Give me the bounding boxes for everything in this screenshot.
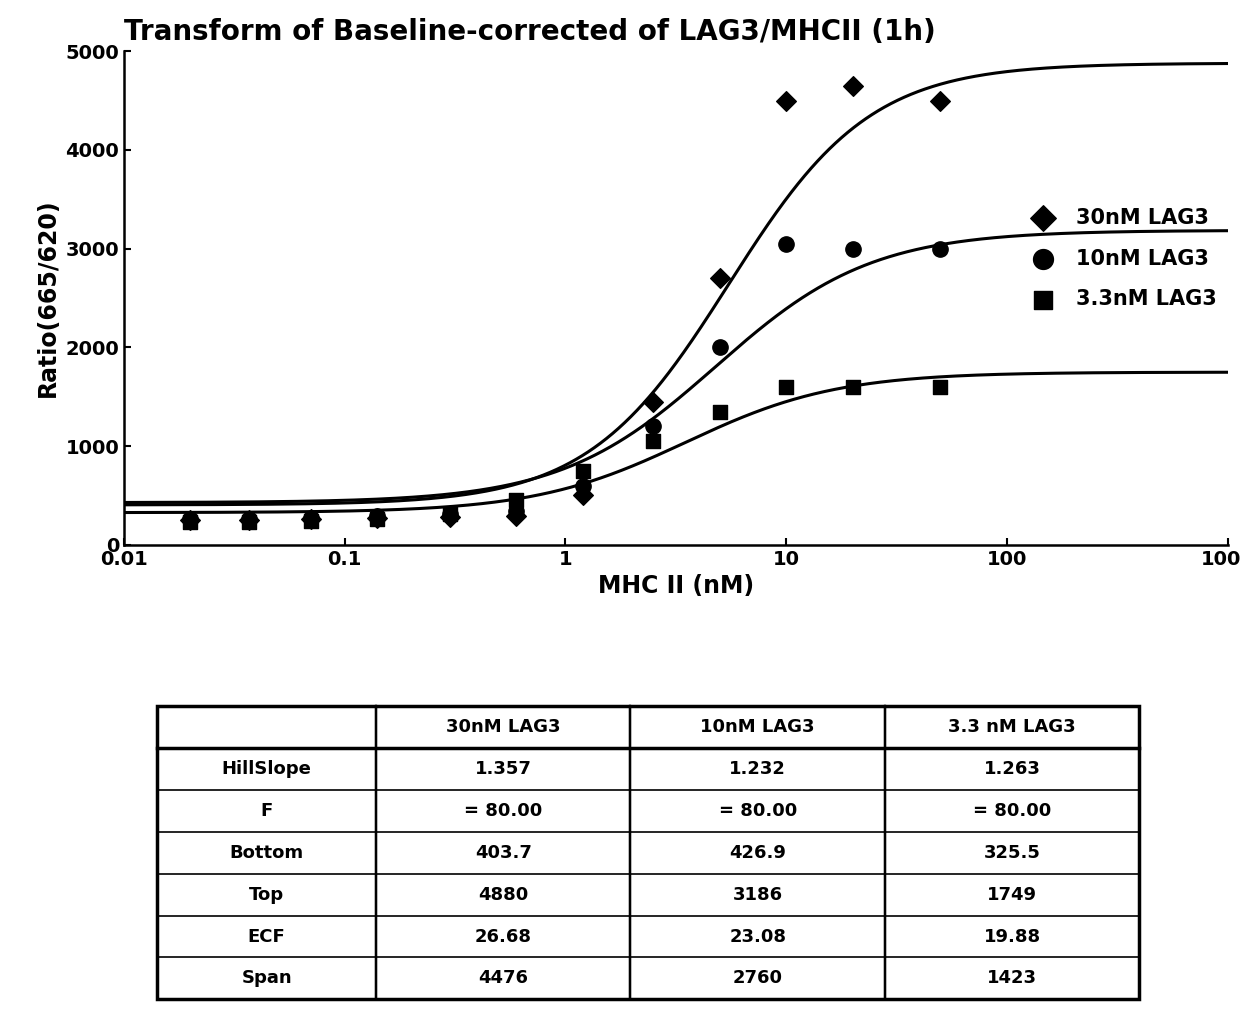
30nM LAG3 <box>239 511 259 527</box>
30nM LAG3 <box>507 508 527 524</box>
Text: Bottom: Bottom <box>229 843 304 862</box>
30nM LAG3 <box>300 511 320 527</box>
3.3nM LAG3 <box>644 433 663 449</box>
Text: HillSlope: HillSlope <box>222 760 311 778</box>
30nM LAG3 <box>843 78 863 94</box>
Text: = 80.00: = 80.00 <box>464 802 542 820</box>
3.3nM LAG3 <box>300 512 320 528</box>
Text: 2760: 2760 <box>733 970 782 987</box>
Text: 325.5: 325.5 <box>983 843 1040 862</box>
Text: 1423: 1423 <box>987 970 1037 987</box>
Legend: 30nM LAG3, 10nM LAG3, 3.3nM LAG3: 30nM LAG3, 10nM LAG3, 3.3nM LAG3 <box>1022 207 1218 310</box>
10nM LAG3 <box>181 511 201 527</box>
3.3nM LAG3 <box>239 513 259 529</box>
30nM LAG3 <box>440 509 460 525</box>
X-axis label: MHC II (nM): MHC II (nM) <box>598 575 754 598</box>
3.3nM LAG3 <box>573 463 593 479</box>
3.3nM LAG3 <box>843 379 863 395</box>
10nM LAG3 <box>930 240 950 256</box>
30nM LAG3 <box>709 270 729 286</box>
10nM LAG3 <box>507 503 527 519</box>
10nM LAG3 <box>440 506 460 522</box>
Text: Transform of Baseline-corrected of LAG3/MHCII (1h): Transform of Baseline-corrected of LAG3/… <box>124 18 936 46</box>
10nM LAG3 <box>709 340 729 356</box>
Text: 403.7: 403.7 <box>475 843 532 862</box>
Bar <box>157 706 1140 999</box>
3.3nM LAG3 <box>181 514 201 530</box>
Text: 23.08: 23.08 <box>729 928 786 946</box>
Text: 4476: 4476 <box>479 970 528 987</box>
Text: Top: Top <box>249 885 284 904</box>
30nM LAG3 <box>644 393 663 409</box>
10nM LAG3 <box>300 509 320 525</box>
Y-axis label: Ratio(665/620): Ratio(665/620) <box>36 199 60 397</box>
Text: 26.68: 26.68 <box>475 928 532 946</box>
30nM LAG3 <box>930 92 950 109</box>
Text: ECF: ECF <box>248 928 285 946</box>
10nM LAG3 <box>776 236 796 252</box>
Text: = 80.00: = 80.00 <box>718 802 797 820</box>
Text: 1.357: 1.357 <box>475 760 532 778</box>
Text: 19.88: 19.88 <box>983 928 1040 946</box>
Text: 3.3 nM LAG3: 3.3 nM LAG3 <box>949 718 1076 737</box>
Text: 30nM LAG3: 30nM LAG3 <box>446 718 560 737</box>
10nM LAG3 <box>367 508 387 524</box>
Text: 1.232: 1.232 <box>729 760 786 778</box>
3.3nM LAG3 <box>367 511 387 527</box>
30nM LAG3 <box>776 92 796 109</box>
3.3nM LAG3 <box>930 379 950 395</box>
30nM LAG3 <box>367 510 387 526</box>
3.3nM LAG3 <box>440 506 460 522</box>
Text: 3186: 3186 <box>733 885 782 904</box>
30nM LAG3 <box>181 512 201 528</box>
30nM LAG3 <box>573 487 593 504</box>
10nM LAG3 <box>573 477 593 494</box>
10nM LAG3 <box>239 510 259 526</box>
3.3nM LAG3 <box>776 379 796 395</box>
Text: = 80.00: = 80.00 <box>973 802 1052 820</box>
10nM LAG3 <box>644 419 663 435</box>
3.3nM LAG3 <box>709 403 729 420</box>
Text: 4880: 4880 <box>479 885 528 904</box>
Text: 1749: 1749 <box>987 885 1037 904</box>
10nM LAG3 <box>843 240 863 256</box>
Text: 1.263: 1.263 <box>983 760 1040 778</box>
Text: 426.9: 426.9 <box>729 843 786 862</box>
Text: F: F <box>260 802 273 820</box>
Text: 10nM LAG3: 10nM LAG3 <box>701 718 815 737</box>
Text: Span: Span <box>242 970 291 987</box>
3.3nM LAG3 <box>507 492 527 509</box>
